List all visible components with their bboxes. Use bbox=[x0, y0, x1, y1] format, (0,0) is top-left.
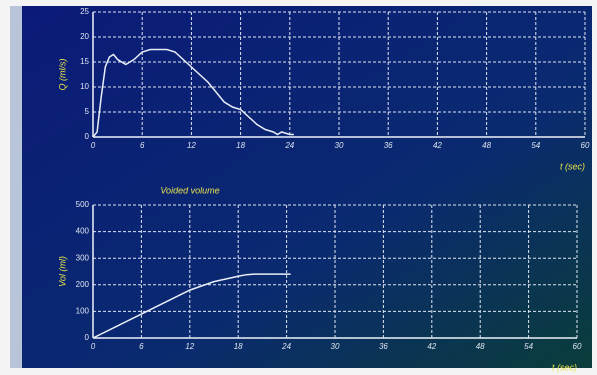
y-tick-label: 500 bbox=[76, 200, 90, 209]
y-axis-label: Vol (ml) bbox=[57, 256, 67, 287]
x-tick-label: 6 bbox=[140, 141, 145, 150]
y-tick-label: 25 bbox=[80, 7, 89, 16]
screen: 051015202506121824303642485460Q (ml/s)t … bbox=[0, 0, 597, 375]
y-tick-label: 200 bbox=[76, 280, 90, 289]
x-tick-label: 18 bbox=[236, 141, 245, 150]
x-tick-label: 30 bbox=[331, 342, 340, 351]
x-tick-label: 12 bbox=[185, 342, 194, 351]
x-tick-label: 54 bbox=[524, 342, 533, 351]
x-tick-label: 36 bbox=[379, 342, 388, 351]
x-tick-label: 6 bbox=[139, 342, 144, 351]
x-tick-label: 48 bbox=[482, 141, 491, 150]
y-tick-label: 5 bbox=[85, 107, 90, 116]
x-tick-label: 42 bbox=[433, 141, 442, 150]
x-axis-label: t (sec) bbox=[552, 362, 577, 372]
x-tick-label: 30 bbox=[335, 141, 344, 150]
y-tick-label: 10 bbox=[80, 82, 89, 91]
chart-title: Voided volume bbox=[160, 185, 219, 195]
x-tick-label: 60 bbox=[581, 141, 590, 150]
left-strip bbox=[10, 6, 22, 368]
x-tick-label: 18 bbox=[234, 342, 243, 351]
y-tick-label: 0 bbox=[85, 333, 90, 342]
y-tick-label: 0 bbox=[85, 132, 90, 141]
y-tick-label: 400 bbox=[76, 227, 90, 236]
x-tick-label: 0 bbox=[91, 141, 96, 150]
y-axis-label: Q (ml/s) bbox=[57, 59, 67, 91]
y-tick-label: 300 bbox=[76, 253, 90, 262]
x-tick-label: 0 bbox=[91, 342, 96, 351]
x-tick-label: 36 bbox=[384, 141, 393, 150]
x-tick-label: 24 bbox=[281, 342, 291, 351]
y-tick-label: 100 bbox=[76, 307, 90, 316]
x-tick-label: 12 bbox=[187, 141, 196, 150]
x-tick-label: 24 bbox=[284, 141, 294, 150]
page: 051015202506121824303642485460Q (ml/s)t … bbox=[0, 0, 597, 375]
x-axis-label: t (sec) bbox=[560, 161, 585, 171]
x-tick-label: 42 bbox=[427, 342, 436, 351]
x-tick-label: 54 bbox=[531, 141, 540, 150]
y-tick-label: 20 bbox=[80, 32, 89, 41]
y-tick-label: 15 bbox=[80, 57, 89, 66]
x-tick-label: 60 bbox=[573, 342, 582, 351]
x-tick-label: 48 bbox=[476, 342, 485, 351]
